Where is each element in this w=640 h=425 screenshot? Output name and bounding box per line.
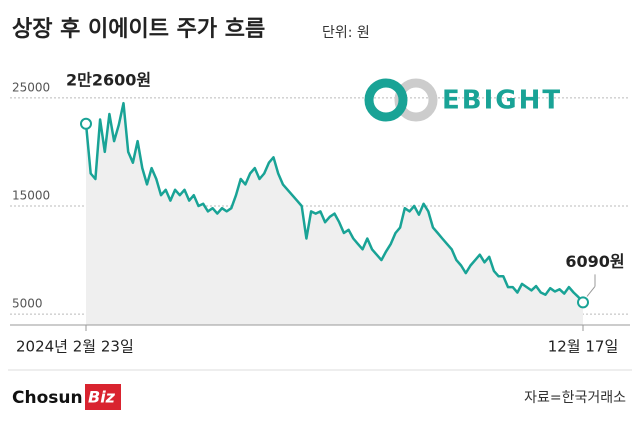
brand-badge: Biz [88,388,116,407]
value-label: 2만2600원 [66,70,151,89]
label-connector [586,286,596,297]
point-marker [80,117,92,130]
y-tick-label: 5000 [12,297,43,311]
chart-subtitle: 단위: 원 [322,25,370,41]
line [84,101,584,304]
x-tick-label: 12월 17일 [548,338,619,356]
y-tick-label: 15000 [12,189,50,203]
x-tick-label: 2024년 2월 23일 [16,338,134,356]
logo-ring [364,78,408,122]
y-tick-label: 25000 [12,80,50,94]
brand: Chosun [12,388,83,408]
logo-text: EBIGHT [442,86,562,116]
point-marker [577,296,589,309]
source: 자료=한국거래소 [524,390,626,406]
brand-badge-box [85,384,121,410]
value-label: 6090원 [565,252,624,271]
chart-title: 상장 후 이에이트 주가 흐름 [12,17,265,42]
logo: EBIGHT [364,78,562,122]
